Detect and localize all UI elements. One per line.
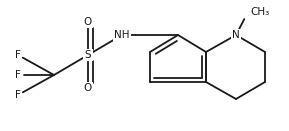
Text: F: F (15, 50, 21, 60)
Text: F: F (15, 70, 21, 80)
Text: S: S (85, 50, 91, 60)
Text: NH: NH (114, 30, 130, 40)
Text: N: N (232, 30, 240, 40)
Text: F: F (15, 90, 21, 100)
Text: CH₃: CH₃ (250, 7, 269, 17)
Text: O: O (84, 83, 92, 93)
Text: O: O (84, 17, 92, 27)
